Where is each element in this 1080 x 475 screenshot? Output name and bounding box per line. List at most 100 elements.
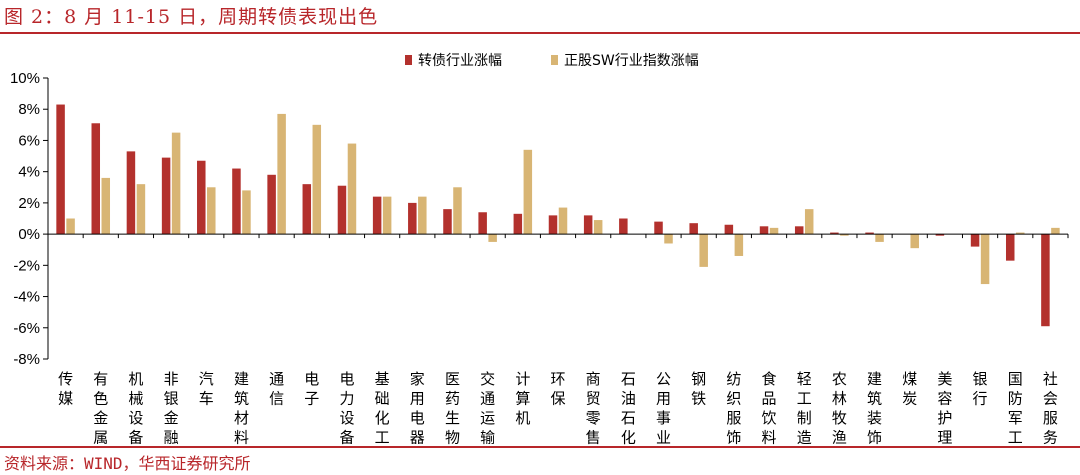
bar-stock-index <box>840 234 849 236</box>
category-char: 料 <box>762 429 777 447</box>
category-char: 纺 <box>726 370 741 388</box>
bar-convertible <box>302 184 312 235</box>
category-char: 石 <box>621 409 636 427</box>
category-char: 商 <box>586 370 601 388</box>
bar-convertible <box>724 224 734 235</box>
legend-label-convertible: 转债行业涨幅 <box>418 53 502 69</box>
category-char: 基 <box>375 370 390 388</box>
category-char: 农 <box>832 370 847 388</box>
category-char: 家 <box>410 370 425 388</box>
category-char: 输 <box>480 429 495 447</box>
bar-convertible <box>759 226 769 235</box>
y-tick-label: 10% <box>10 70 40 87</box>
category-label: 银行 <box>973 370 988 408</box>
category-char: 环 <box>550 370 565 388</box>
bar-convertible <box>935 234 945 236</box>
bar-stock-index <box>593 220 603 235</box>
category-char: 服 <box>726 409 741 427</box>
category-char: 煤 <box>902 370 917 388</box>
category-char: 贸 <box>586 390 601 408</box>
category-char: 电 <box>304 370 319 388</box>
bar-stock-index <box>382 196 392 235</box>
category-char: 生 <box>445 409 460 427</box>
bar-stock-index <box>418 196 427 235</box>
category-labels: 传媒有色金属机械设备非银金融汽车建筑材料通信电子电力设备基础化工家用电器医药生物… <box>58 370 1058 446</box>
category-char: 轻 <box>797 370 812 388</box>
category-char: 国 <box>1008 370 1023 388</box>
category-char: 业 <box>656 429 671 447</box>
title-bar: 图 2：8 月 11-15 日，周期转债表现出色 <box>0 0 1080 34</box>
bar-convertible <box>970 234 980 247</box>
category-label: 钢铁 <box>691 370 706 408</box>
category-char: 容 <box>937 390 952 408</box>
y-tick-label: -8% <box>13 351 40 368</box>
category-label: 通信 <box>269 370 284 408</box>
bar-stock-index <box>523 149 533 235</box>
category-char: 机 <box>515 409 530 427</box>
bar-convertible <box>126 151 136 235</box>
category-char: 美 <box>937 370 952 388</box>
bar-stock-index <box>453 187 462 235</box>
bar-convertible <box>1041 234 1050 327</box>
category-char: 材 <box>234 409 249 427</box>
bar-convertible <box>1005 234 1015 261</box>
bar-stock-index <box>488 234 497 242</box>
bar-stock-index <box>312 124 322 235</box>
bar-convertible <box>408 202 417 235</box>
category-char: 织 <box>726 390 741 408</box>
category-char: 工 <box>1008 429 1023 447</box>
category-char: 物 <box>445 429 460 447</box>
category-char: 石 <box>621 370 636 388</box>
category-label: 电子 <box>304 370 319 408</box>
category-char: 建 <box>234 370 249 388</box>
category-char: 护 <box>937 409 952 427</box>
bar-stock-index <box>558 207 568 235</box>
bar-convertible <box>267 174 276 235</box>
category-char: 军 <box>1008 409 1023 427</box>
category-char: 媒 <box>58 390 73 408</box>
bar-convertible <box>337 185 347 235</box>
category-char: 造 <box>797 429 812 447</box>
category-char: 渔 <box>832 429 847 447</box>
category-char: 计 <box>515 370 530 388</box>
category-char: 电 <box>410 409 425 427</box>
category-char: 服 <box>1043 409 1058 427</box>
bar-stock-index <box>699 234 708 267</box>
bar-convertible <box>583 215 593 235</box>
bar-convertible <box>513 213 523 235</box>
category-char: 筑 <box>234 390 249 408</box>
category-char: 事 <box>656 409 671 427</box>
bar-stock-index <box>347 143 357 235</box>
bar-convertible <box>865 232 874 235</box>
bar-convertible <box>619 218 628 235</box>
bar-convertible <box>443 209 452 235</box>
bar-stock-index <box>875 234 884 242</box>
category-char: 信 <box>269 390 284 408</box>
bar-stock-index <box>1015 232 1025 235</box>
category-char: 会 <box>1043 390 1058 408</box>
category-char: 钢 <box>691 370 706 388</box>
category-char: 理 <box>937 429 952 447</box>
category-char: 算 <box>515 390 530 408</box>
category-char: 务 <box>1043 429 1058 447</box>
bar-stock-index <box>910 234 919 249</box>
category-char: 牧 <box>832 409 847 427</box>
category-char: 饰 <box>867 429 882 447</box>
category-char: 有 <box>93 370 108 388</box>
category-char: 金 <box>164 409 179 427</box>
category-char: 银 <box>164 390 179 408</box>
